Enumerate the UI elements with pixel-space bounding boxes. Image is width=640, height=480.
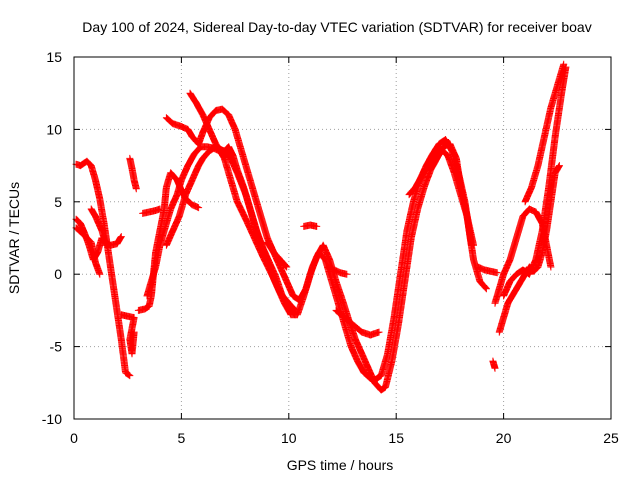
data-series — [405, 146, 475, 249]
y-tick-label: 15 — [46, 49, 62, 65]
y-tick-label: 0 — [54, 266, 62, 282]
data-series — [72, 157, 134, 380]
data-point-markers — [87, 205, 110, 249]
x-tick-label: 15 — [388, 430, 404, 446]
data-point-markers — [72, 157, 134, 380]
data-point-markers — [143, 143, 299, 319]
data-series — [263, 238, 291, 271]
data-point-markers — [186, 89, 477, 394]
data-series — [495, 162, 563, 336]
x-tick-label: 5 — [178, 430, 186, 446]
data-point-markers — [72, 224, 104, 278]
y-tick-label: 10 — [46, 121, 62, 137]
data-point-markers — [332, 306, 383, 339]
y-tick-label: -5 — [50, 339, 63, 355]
data-points — [72, 60, 570, 394]
data-point-markers — [300, 221, 321, 230]
plot-frame — [73, 56, 612, 420]
grid — [74, 57, 611, 419]
data-point-markers — [500, 63, 570, 300]
data-point-markers — [139, 205, 164, 217]
data-series — [324, 263, 351, 278]
data-series — [332, 306, 383, 339]
data-series — [87, 205, 110, 249]
data-series — [117, 311, 138, 358]
data-point-markers — [489, 357, 499, 372]
x-tick-label: 25 — [603, 430, 619, 446]
data-series — [521, 60, 568, 206]
data-series — [489, 357, 499, 372]
data-point-markers — [126, 154, 140, 193]
data-series — [500, 63, 570, 300]
data-series — [139, 205, 164, 217]
x-tick-label: 20 — [496, 430, 512, 446]
data-series — [143, 143, 299, 319]
data-series — [72, 224, 104, 278]
data-point-markers — [405, 146, 475, 249]
x-axis-label: GPS time / hours — [287, 457, 394, 473]
data-point-markers — [474, 263, 501, 277]
x-tick-label: 10 — [281, 430, 297, 446]
y-tick-label: -10 — [42, 411, 62, 427]
data-point-markers — [263, 238, 291, 271]
axis-ticks: 0 5 10 15 20 25 -10 -5 0 5 10 15 — [42, 49, 619, 446]
data-series — [186, 89, 477, 394]
data-series — [126, 154, 140, 193]
data-point-markers — [521, 60, 568, 206]
data-point-markers — [495, 162, 563, 336]
y-axis-label: SDTVAR / TECUs — [6, 182, 22, 294]
data-point-markers — [324, 263, 351, 278]
data-series — [300, 221, 321, 230]
x-tick-label: 0 — [70, 430, 78, 446]
data-series — [474, 263, 501, 277]
data-point-markers — [117, 311, 138, 358]
chart-title: Day 100 of 2024, Sidereal Day-to-day VTE… — [82, 19, 591, 35]
y-tick-label: 5 — [54, 194, 62, 210]
